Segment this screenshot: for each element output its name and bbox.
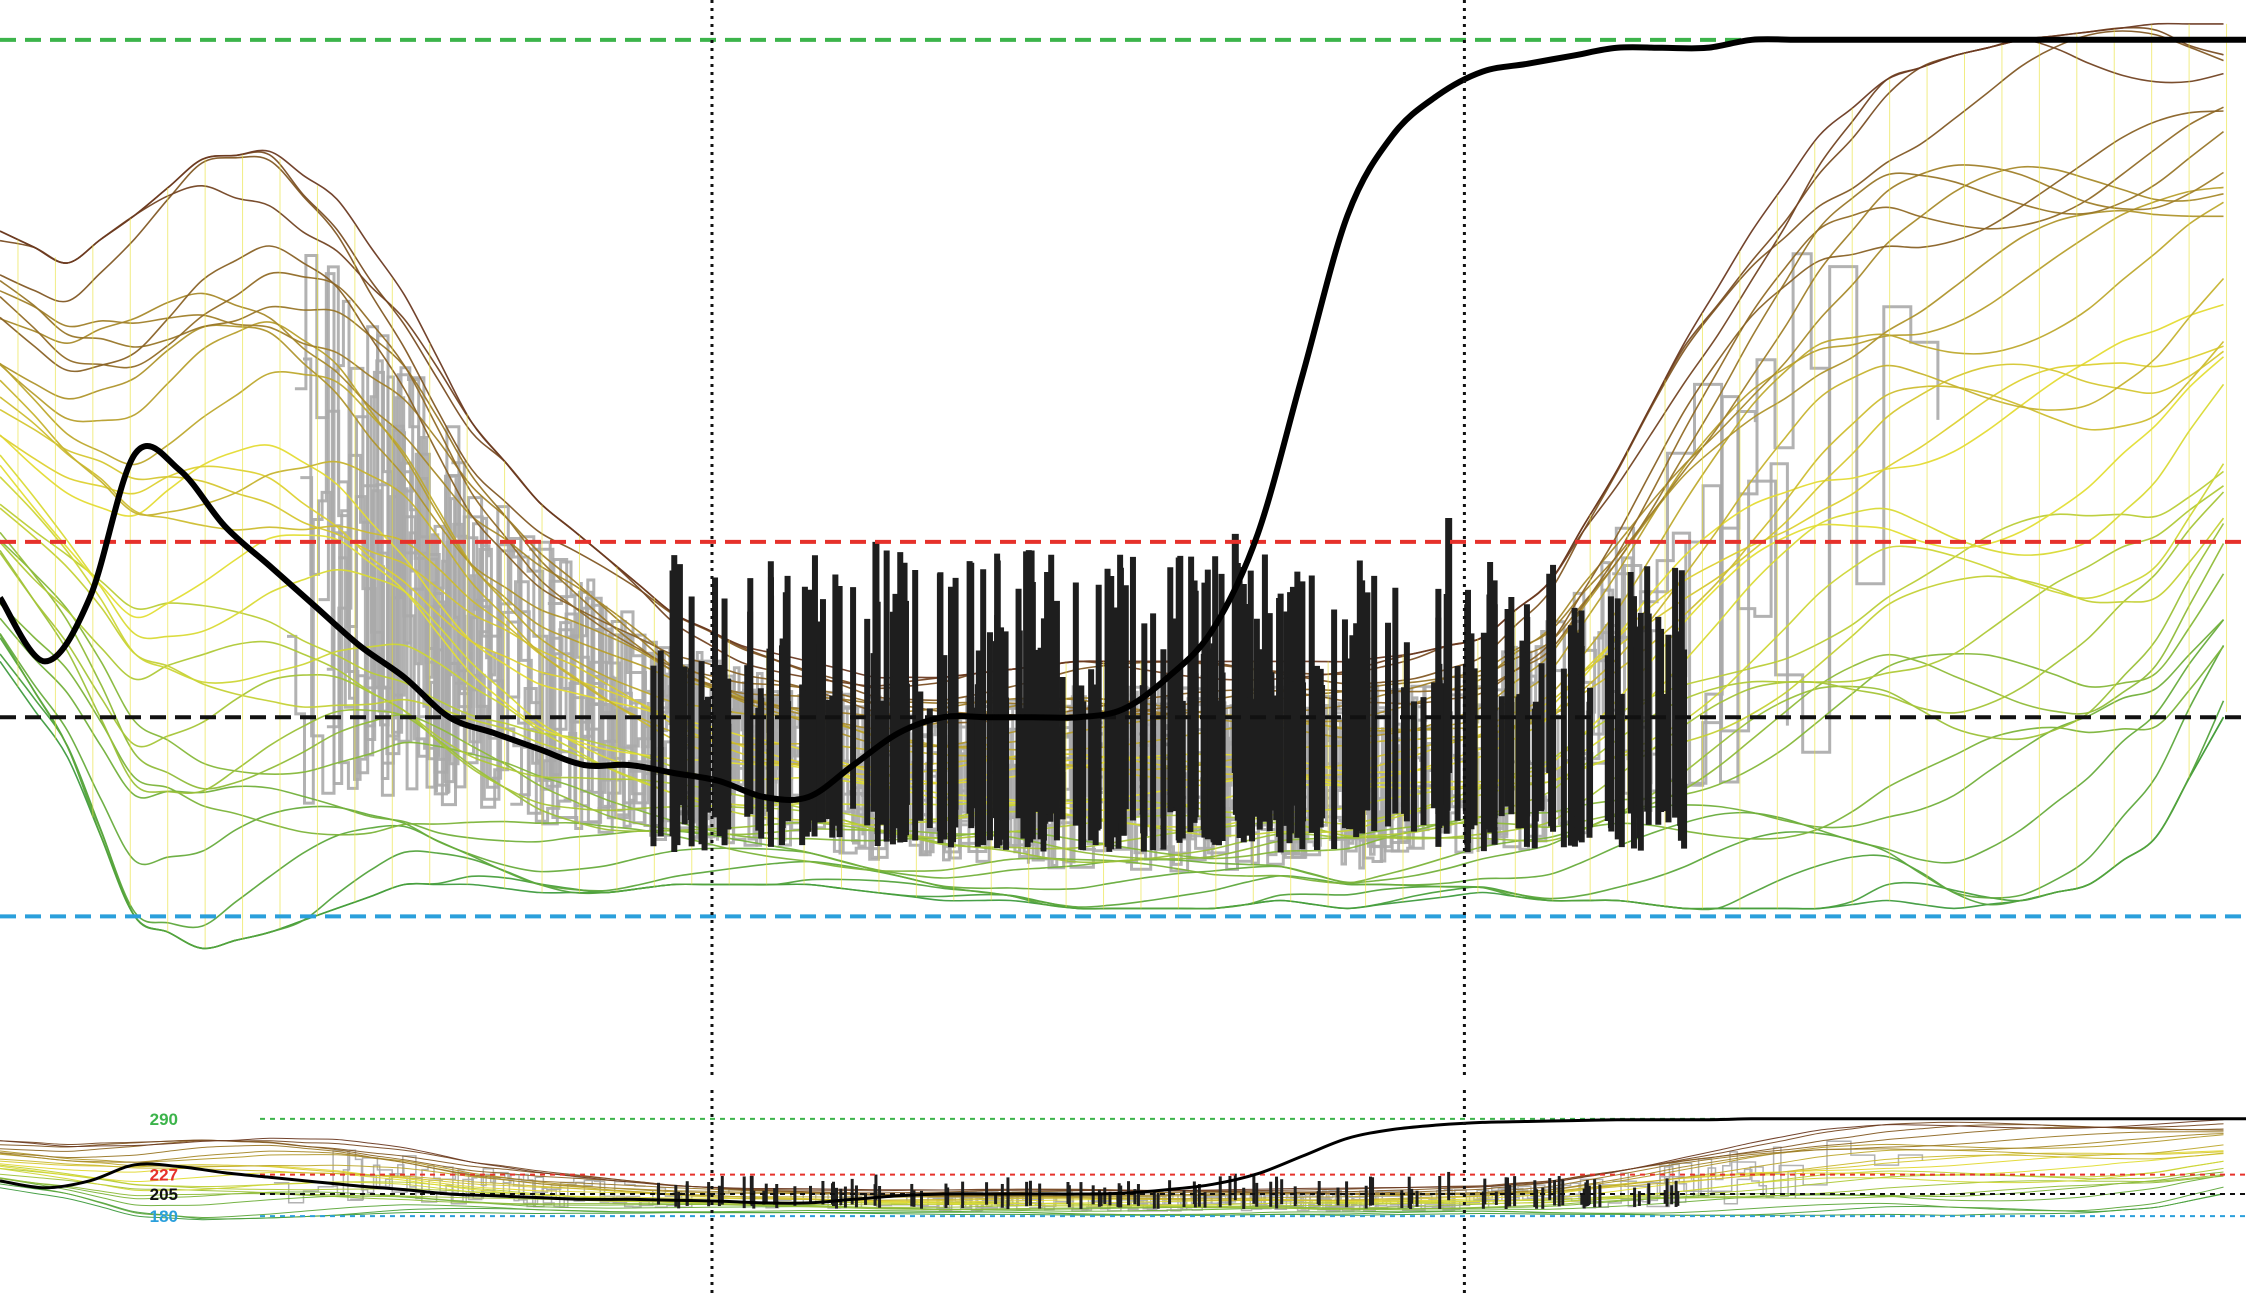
reference-line-label: 227 [150,1166,178,1185]
envelope-curve [0,1153,2224,1204]
observed-trace [1613,265,1940,754]
mean-series-line [0,1117,2246,1205]
observed-trace [1612,1140,1924,1192]
envelope-curve [0,1144,2224,1200]
envelope-curve [0,1121,2224,1192]
envelope-curve [0,1181,2224,1219]
observed-trace [294,254,450,797]
envelope-curve [0,1133,2224,1198]
envelope-curve [0,523,2225,864]
envelope-curve [0,1119,2224,1192]
mean-series-line [0,36,2246,803]
reference-line-label: 205 [150,1185,178,1204]
envelope-curve [0,1160,2224,1207]
reference-line-label: 290 [150,1110,178,1129]
observed-trace [1123,1190,1351,1212]
observed-trace [1440,1158,1764,1209]
envelope-curve [0,531,2225,860]
main-plot [0,0,2246,1080]
reference-line-label: 180 [150,1207,178,1226]
envelope-curve [0,637,2225,950]
envelope-curve [0,1175,2224,1211]
observed-trace [331,1149,465,1200]
envelope-curve [0,603,2225,885]
envelope-curve [0,619,2225,891]
